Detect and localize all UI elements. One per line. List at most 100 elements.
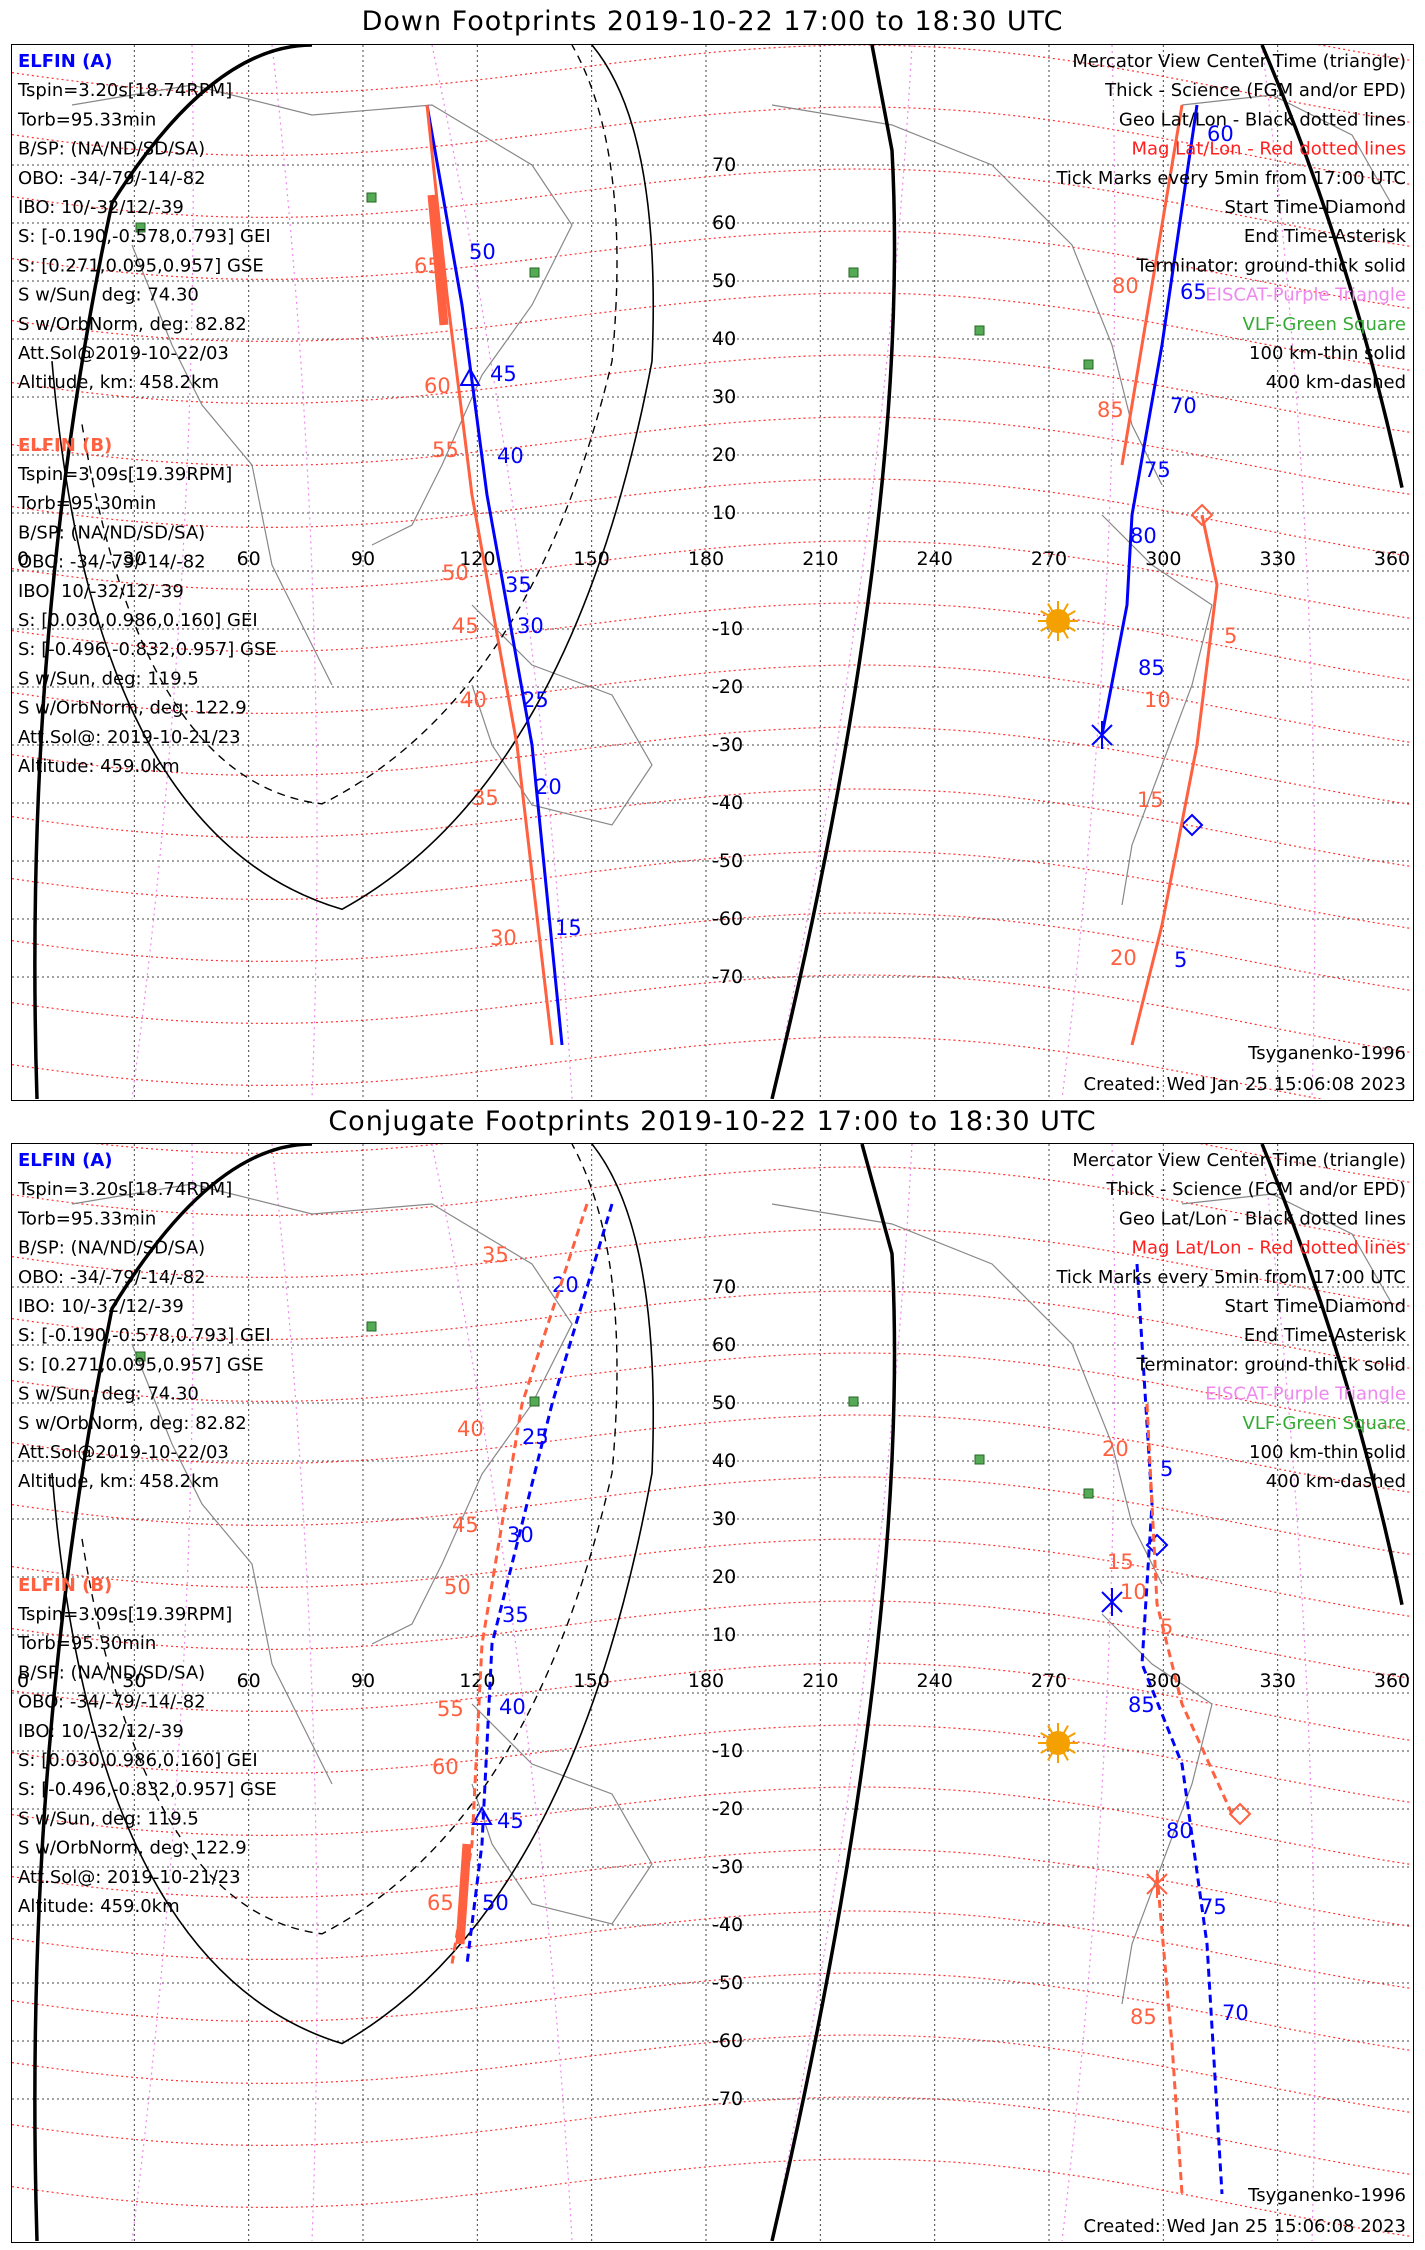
elfin-b-track-left-tick-label: 40 — [460, 688, 487, 712]
lat-label: 40 — [712, 328, 736, 350]
elfin-a-track-right-tick-label: 85 — [1128, 1693, 1155, 1717]
lat-label: 10 — [712, 502, 736, 524]
legend-line: 400 km-dashed — [1266, 372, 1406, 393]
elfin-b-track-right-2 — [1155, 1873, 1184, 2195]
footprint-100km — [51, 44, 655, 911]
elfin-b-header: ELFIN (B) — [18, 435, 112, 456]
lat-label: -10 — [712, 618, 743, 640]
legend-line: Mag Lat/Lon - Red dotted lines — [1131, 1238, 1406, 1259]
panel-title-down: Down Footprints 2019-10-22 17:00 to 18:3… — [361, 6, 1064, 37]
lat-label: -20 — [712, 1798, 743, 1820]
elfin-b-track-left-tick-label: 30 — [490, 926, 517, 950]
vlf-station-square — [366, 1321, 377, 1332]
elfin-a-track-left-tick-label: 30 — [517, 614, 544, 638]
continent-outline — [771, 104, 1163, 486]
elfin-a-track-left-tick-label: 45 — [490, 362, 517, 386]
elfin-b-track-right-tick-label: 80 — [1112, 274, 1139, 298]
vlf-station-square — [135, 1351, 146, 1362]
elfin-a-track-left-tick-label: 50 — [482, 1891, 509, 1915]
elfin-a-track-left — [425, 104, 564, 1046]
elfin-b-start-diamond — [1190, 503, 1214, 527]
legend-line: 400 km-dashed — [1266, 1471, 1406, 1492]
model-label: Tsyganenko-1996 — [1247, 2185, 1406, 2206]
elfin-a-info-line: S w/OrbNorm, deg: 82.82 — [18, 314, 247, 335]
continent-outline — [131, 1343, 333, 1785]
lon-label: 180 — [688, 1670, 724, 1692]
vlf-station-square — [974, 325, 985, 336]
elfin-b-track-left — [425, 104, 554, 1046]
lat-label: -50 — [712, 1972, 743, 1994]
elfin-b-info-line: Att.Sol@: 2019-10-21/23 — [18, 1867, 241, 1888]
elfin-b-track-right-tick-label: 85 — [1130, 2005, 1157, 2029]
elfin-a-info-line: S: [0.271,0.095,0.957] GSE — [18, 1354, 264, 1375]
elfin-a-start-diamond — [1145, 1533, 1169, 1557]
elfin-b-end-asterisk — [1146, 1870, 1168, 1898]
elfin-b-info-line: Tspin=3.09s[19.39RPM] — [17, 464, 232, 485]
mag-lon-line — [771, 1143, 913, 2242]
lon-label: 360 — [1374, 548, 1410, 570]
lon-label: 60 — [237, 1670, 261, 1692]
lat-label: 20 — [712, 1566, 736, 1588]
legend-line: Tick Marks every 5min from 17:00 UTC — [1055, 1267, 1406, 1288]
elfin-a-track-right-tick-label: 60 — [1207, 122, 1234, 146]
legend-line: Thick - Science (FCM and/or EPD) — [1105, 1179, 1406, 1200]
elfin-a-track-left-tick-label: 25 — [522, 1425, 549, 1449]
elfin-b-track-right-2-tick-label: 10 — [1144, 688, 1171, 712]
lon-label: 0 — [17, 548, 29, 570]
lon-label: 60 — [237, 548, 261, 570]
elfin-b-track-left-tick-label: 45 — [452, 614, 479, 638]
mag-lon-line — [1261, 1143, 1316, 2242]
elfin-a-track-right — [1100, 104, 1199, 736]
elfin-a-track-left-tick-label: 20 — [535, 775, 562, 799]
legend-line: VLF-Green Square — [1243, 314, 1406, 335]
legend-line: VLF-Green Square — [1243, 1413, 1406, 1434]
elfin-b-info-line: B/SP: (NA/ND/SD/SA) — [18, 1662, 205, 1683]
elfin-a-info-line: Tspin=3.20s[18.74RPM] — [17, 80, 232, 101]
legend-line: 100 km-thin solid — [1249, 343, 1406, 364]
elfin-b-info-line: S: [-0.496,-0.832,0.957] GSE — [18, 1779, 277, 1800]
elfin-b-track-left-tick-label: 60 — [424, 374, 451, 398]
elfin-a-track-right-tick-label: 70 — [1222, 2001, 1249, 2025]
elfin-b-info-line: S w/Sun, deg: 119.5 — [18, 668, 199, 689]
elfin-b-info-line: B/SP: (NA/ND/SD/SA) — [18, 522, 205, 543]
lat-label: 40 — [712, 1450, 736, 1472]
elfin-b-track-left-tick-label: 60 — [432, 1755, 459, 1779]
vlf-station-square — [529, 1396, 540, 1407]
elfin-b-track-left-tick-label: 40 — [457, 1417, 484, 1441]
continent-outline — [1101, 1613, 1213, 2005]
elfin-b-start-diamond — [1228, 1802, 1252, 1826]
elfin-a-track-right-tick-label: 80 — [1166, 1819, 1193, 1843]
lat-label: -30 — [712, 734, 743, 756]
lat-label: -70 — [712, 2088, 743, 2110]
lat-label: 60 — [712, 1334, 736, 1356]
elfin-a-info-line: OBO: -34/-79/-14/-82 — [18, 1267, 206, 1288]
elfin-b-track-right-tick-label: 5 — [1160, 1615, 1173, 1639]
elfin-a-info-line: IBO: 10/-32/12/-39 — [18, 1296, 184, 1317]
vlf-station-square — [135, 222, 146, 233]
continent-outline — [71, 84, 573, 546]
lon-label: 300 — [1145, 1670, 1181, 1692]
legend-line: Mag Lat/Lon - Red dotted lines — [1131, 139, 1406, 160]
lat-label: -10 — [712, 1740, 743, 1762]
elfin-b-info-line: S w/OrbNorm, deg: 122.9 — [18, 1838, 247, 1859]
map-conjugate: 0 30 60 90 120 150 180 210 240 270 300 330 360 70 60 50… — [11, 1104, 1413, 2242]
elfin-a-track-right — [1135, 1263, 1224, 2195]
lat-label: -40 — [712, 1914, 743, 1936]
elfin-b-track-right-2-tick-label: 20 — [1110, 946, 1137, 970]
footprint-400km — [81, 44, 618, 805]
mag-lon-line — [1061, 1143, 1116, 2242]
elfin-b-info-line: IBO: 10/-32/12/-39 — [18, 1721, 184, 1742]
elfin-b-info-line: OBO: -34/-79/-14/-82 — [18, 1692, 206, 1713]
legend-line: Terminator: ground-thick solid — [1135, 255, 1406, 276]
lat-label: -40 — [712, 792, 743, 814]
legend-line: EISCAT-Purple Triangle — [1205, 1384, 1406, 1405]
elfin-b-track-left-tick-label: 55 — [437, 1697, 464, 1721]
elfin-a-info-line: Torb=95.33min — [17, 1208, 156, 1229]
lon-label: 90 — [351, 1670, 375, 1692]
elfin-a-track-right-tick-label: 80 — [1130, 524, 1157, 548]
continent-outline — [771, 1203, 1163, 1585]
lon-label: 120 — [459, 548, 495, 570]
elfin-a-info-line: Tspin=3.20s[18.74RPM] — [17, 1179, 232, 1200]
elfin-b-track-right-tick-label: 15 — [1107, 1550, 1134, 1574]
legend-line: 100 km-thin solid — [1249, 1442, 1406, 1463]
